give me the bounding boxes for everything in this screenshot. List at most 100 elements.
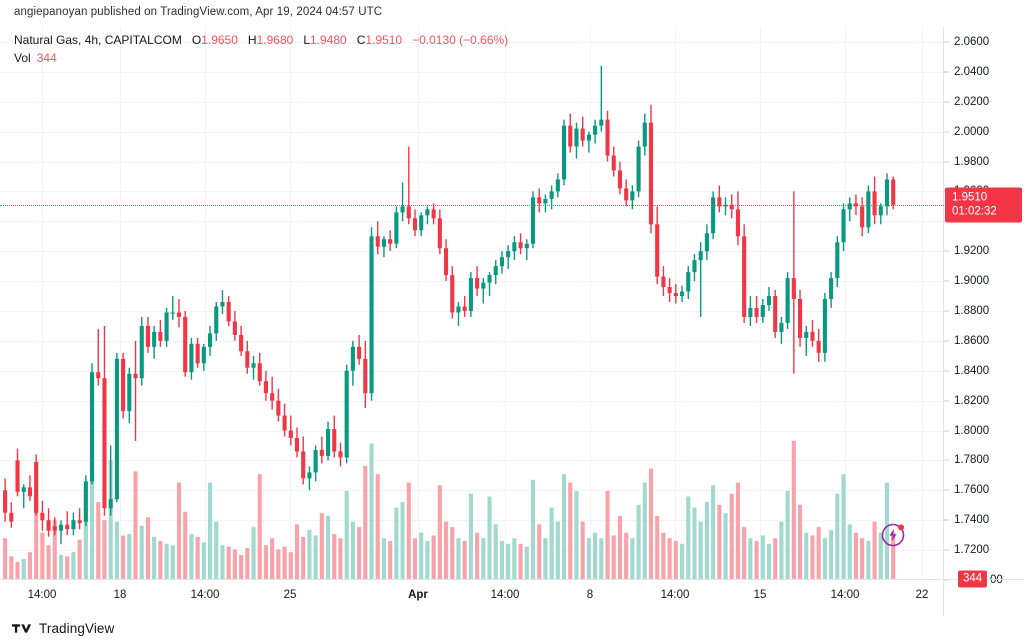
legend-low-value: 1.9480	[310, 33, 347, 47]
candle-body	[549, 191, 554, 199]
volume-bar	[593, 532, 598, 580]
candle-wick	[97, 328, 99, 386]
volume-bar	[425, 541, 430, 580]
volume-bar	[698, 521, 703, 580]
candle-body	[686, 272, 691, 292]
volume-bar	[381, 538, 386, 580]
legend-symbol[interactable]: Natural Gas, 4h, CAPITALCOM	[14, 33, 182, 47]
volume-bar	[400, 502, 405, 580]
candle-body	[301, 451, 306, 479]
candle-body	[884, 179, 890, 207]
time-axis[interactable]: 14:00 18 14:00 25 Apr 14:00 8 14:00 15 14:00 22	[0, 579, 944, 616]
volume-bar	[158, 541, 163, 580]
price-axis-tick	[944, 310, 949, 312]
volume-bar	[245, 547, 250, 580]
candle-body	[779, 322, 784, 332]
candle-body	[357, 346, 362, 359]
candle-body	[313, 449, 318, 473]
candle-body	[245, 351, 250, 368]
volume-bar	[344, 490, 349, 580]
volume-bar	[183, 511, 188, 580]
volume-bar	[313, 535, 318, 580]
price-axis-tick	[944, 400, 949, 402]
price-plot-area[interactable]	[0, 27, 944, 580]
tradingview-logo[interactable]: TradingView	[12, 621, 114, 636]
candle-body	[208, 333, 213, 347]
candle-body	[866, 191, 871, 228]
volume-bar	[692, 507, 697, 580]
candle-body	[853, 203, 858, 207]
price-axis-label: 1.9200	[954, 245, 990, 258]
volume-bar	[847, 524, 852, 580]
volume-bar	[468, 493, 473, 580]
candle-body	[34, 461, 39, 513]
volume-bar	[412, 538, 418, 580]
candle-body	[344, 370, 349, 458]
candle-body	[878, 206, 883, 216]
volume-bar	[524, 546, 529, 580]
volume-bar	[195, 536, 200, 580]
volume-bar	[444, 521, 449, 580]
candle-body	[214, 306, 219, 334]
gridline-horizontal	[0, 161, 944, 163]
gridline-horizontal	[0, 251, 944, 253]
candle-wick	[805, 325, 807, 356]
candle-body	[648, 122, 654, 225]
candle-wick	[321, 436, 323, 464]
legend-change-value: −0.0130 (−0.66%)	[412, 33, 509, 47]
candle-wick	[109, 445, 112, 516]
volume-bar	[760, 535, 765, 580]
candle-body	[611, 155, 616, 171]
price-axis-label: 2.0400	[954, 65, 990, 78]
price-axis-tick	[944, 519, 949, 521]
price-axis-label: 1.8000	[954, 424, 990, 437]
candle-body	[425, 209, 430, 216]
volume-bar	[170, 545, 175, 580]
volume-bar	[667, 538, 672, 580]
gridline-vertical	[922, 27, 923, 580]
volume-bar	[58, 554, 64, 580]
volume-bar	[499, 541, 504, 580]
candle-body	[388, 239, 393, 244]
price-axis-label: 1.8200	[954, 394, 990, 407]
candle-body	[363, 358, 368, 394]
volume-bar	[835, 493, 840, 580]
volume-bar	[549, 507, 554, 580]
gridline-vertical	[290, 27, 291, 580]
lightning-bolt-icon[interactable]	[880, 521, 906, 547]
candle-wick	[134, 340, 137, 441]
chart-legend: Natural Gas, 4h, CAPITALCOM O1.9650 H1.9…	[14, 32, 508, 67]
price-axis-tick	[944, 41, 949, 43]
volume-bar	[77, 539, 82, 580]
candle-body	[562, 125, 567, 180]
candle-wick	[457, 302, 460, 326]
candle-body	[524, 243, 529, 249]
price-axis-label: 1.9000	[954, 275, 990, 288]
candle-body	[108, 499, 113, 509]
candle-body	[58, 524, 64, 531]
candle-body	[257, 363, 262, 382]
volume-bar	[704, 502, 709, 580]
candle-body	[170, 312, 175, 314]
candle-body	[555, 179, 560, 192]
volume-bar	[220, 545, 225, 580]
price-axis-label: 00	[990, 574, 1003, 586]
time-axis-label: 18	[113, 589, 127, 601]
price-axis-tick	[944, 579, 949, 581]
volume-bar	[164, 543, 169, 580]
volume-bar	[506, 543, 511, 580]
candle-wick	[78, 508, 81, 530]
candle-body	[518, 242, 523, 249]
volume-bar	[27, 552, 32, 580]
candle-wick	[588, 131, 590, 153]
volume-bar	[580, 521, 585, 580]
volume-bar	[680, 543, 685, 580]
gridline-horizontal	[0, 311, 944, 312]
volume-bar	[270, 538, 275, 580]
price-axis[interactable]: 1.9510 01:02:32 344 2.0600 2.0400 2.0200 2.…	[943, 27, 1024, 588]
time-axis-label: 14:00	[190, 589, 220, 601]
volume-bar	[3, 538, 8, 580]
price-axis-label: 1.7200	[954, 544, 990, 557]
volume-bar	[288, 552, 293, 580]
gridline-vertical	[760, 27, 761, 580]
